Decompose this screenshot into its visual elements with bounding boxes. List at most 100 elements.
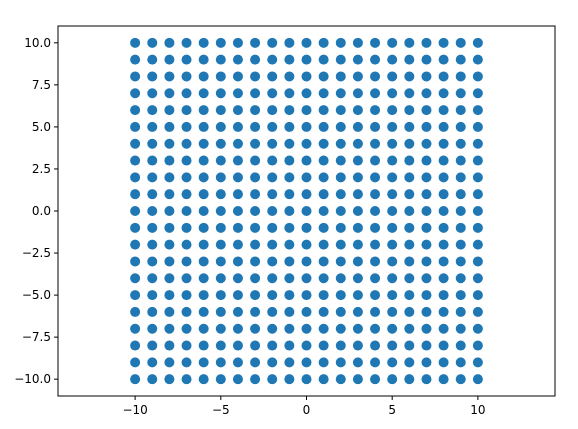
y-tick-label: 2.5: [32, 162, 51, 176]
scatter-point: [301, 71, 312, 82]
scatter-point: [250, 340, 261, 351]
scatter-point: [335, 273, 346, 284]
scatter-point: [387, 306, 398, 317]
scatter-point: [421, 290, 432, 301]
scatter-point: [130, 88, 141, 99]
scatter-point: [181, 290, 192, 301]
scatter-point: [215, 206, 226, 216]
scatter-point: [318, 306, 329, 317]
scatter-point: [232, 357, 243, 368]
scatter-point: [267, 273, 278, 284]
scatter-point: [198, 206, 209, 216]
y-tick-label: 7.5: [32, 78, 51, 92]
scatter-point: [472, 374, 483, 385]
scatter-point: [370, 138, 381, 149]
scatter-point: [387, 172, 398, 183]
scatter-point: [232, 256, 243, 267]
scatter-point: [472, 206, 483, 216]
scatter-point: [352, 374, 363, 385]
scatter-point: [387, 155, 398, 166]
scatter-point: [370, 340, 381, 351]
scatter-point: [215, 71, 226, 82]
scatter-point: [267, 105, 278, 116]
scatter-point: [215, 256, 226, 267]
scatter-point: [147, 290, 158, 301]
scatter-point: [215, 37, 226, 48]
scatter-point: [421, 105, 432, 116]
scatter-point: [421, 273, 432, 284]
scatter-point: [301, 323, 312, 334]
scatter-point: [387, 239, 398, 250]
scatter-point: [147, 206, 158, 216]
scatter-point: [335, 71, 346, 82]
scatter-point: [455, 37, 466, 48]
scatter-point: [472, 290, 483, 301]
scatter-point: [438, 105, 449, 116]
scatter-point: [421, 222, 432, 233]
scatter-point: [438, 290, 449, 301]
scatter-point: [352, 105, 363, 116]
scatter-point: [387, 37, 398, 48]
scatter-point: [352, 155, 363, 166]
scatter-point: [181, 256, 192, 267]
scatter-point: [164, 273, 175, 284]
scatter-point: [164, 206, 175, 216]
scatter-point: [250, 54, 261, 65]
scatter-point: [421, 121, 432, 132]
scatter-point: [472, 71, 483, 82]
scatter-point: [250, 189, 261, 200]
scatter-point: [301, 222, 312, 233]
scatter-point: [215, 121, 226, 132]
scatter-point: [404, 306, 415, 317]
scatter-point: [147, 323, 158, 334]
scatter-point: [438, 256, 449, 267]
scatter-point: [301, 88, 312, 99]
scatter-point: [335, 37, 346, 48]
scatter-point: [318, 121, 329, 132]
scatter-point: [455, 105, 466, 116]
scatter-point: [232, 189, 243, 200]
scatter-point: [198, 357, 209, 368]
scatter-point: [387, 340, 398, 351]
scatter-point: [215, 105, 226, 116]
scatter-point: [387, 121, 398, 132]
scatter-point: [335, 138, 346, 149]
scatter-point: [164, 222, 175, 233]
scatter-point: [370, 71, 381, 82]
scatter-point: [404, 88, 415, 99]
scatter-point: [370, 155, 381, 166]
scatter-point: [455, 222, 466, 233]
scatter-point: [215, 172, 226, 183]
scatter-point: [301, 105, 312, 116]
scatter-point: [472, 273, 483, 284]
scatter-point: [404, 37, 415, 48]
scatter-point: [335, 88, 346, 99]
scatter-point: [232, 138, 243, 149]
scatter-point: [472, 222, 483, 233]
scatter-point: [198, 71, 209, 82]
scatter-point: [250, 290, 261, 301]
scatter-point: [181, 306, 192, 317]
scatter-point: [232, 206, 243, 216]
scatter-point: [164, 374, 175, 385]
y-tick-label: 0.0: [32, 204, 51, 218]
scatter-point: [421, 306, 432, 317]
scatter-point: [387, 88, 398, 99]
scatter-point: [318, 172, 329, 183]
scatter-point: [438, 189, 449, 200]
scatter-point: [250, 172, 261, 183]
scatter-point: [267, 172, 278, 183]
scatter-point: [404, 290, 415, 301]
scatter-point: [284, 138, 295, 149]
scatter-point: [232, 37, 243, 48]
scatter-point: [284, 256, 295, 267]
scatter-point: [335, 323, 346, 334]
scatter-point: [130, 189, 141, 200]
scatter-point: [232, 306, 243, 317]
scatter-point: [267, 357, 278, 368]
scatter-point: [335, 172, 346, 183]
scatter-point: [318, 222, 329, 233]
scatter-point: [404, 222, 415, 233]
scatter-point: [284, 323, 295, 334]
scatter-point: [352, 88, 363, 99]
